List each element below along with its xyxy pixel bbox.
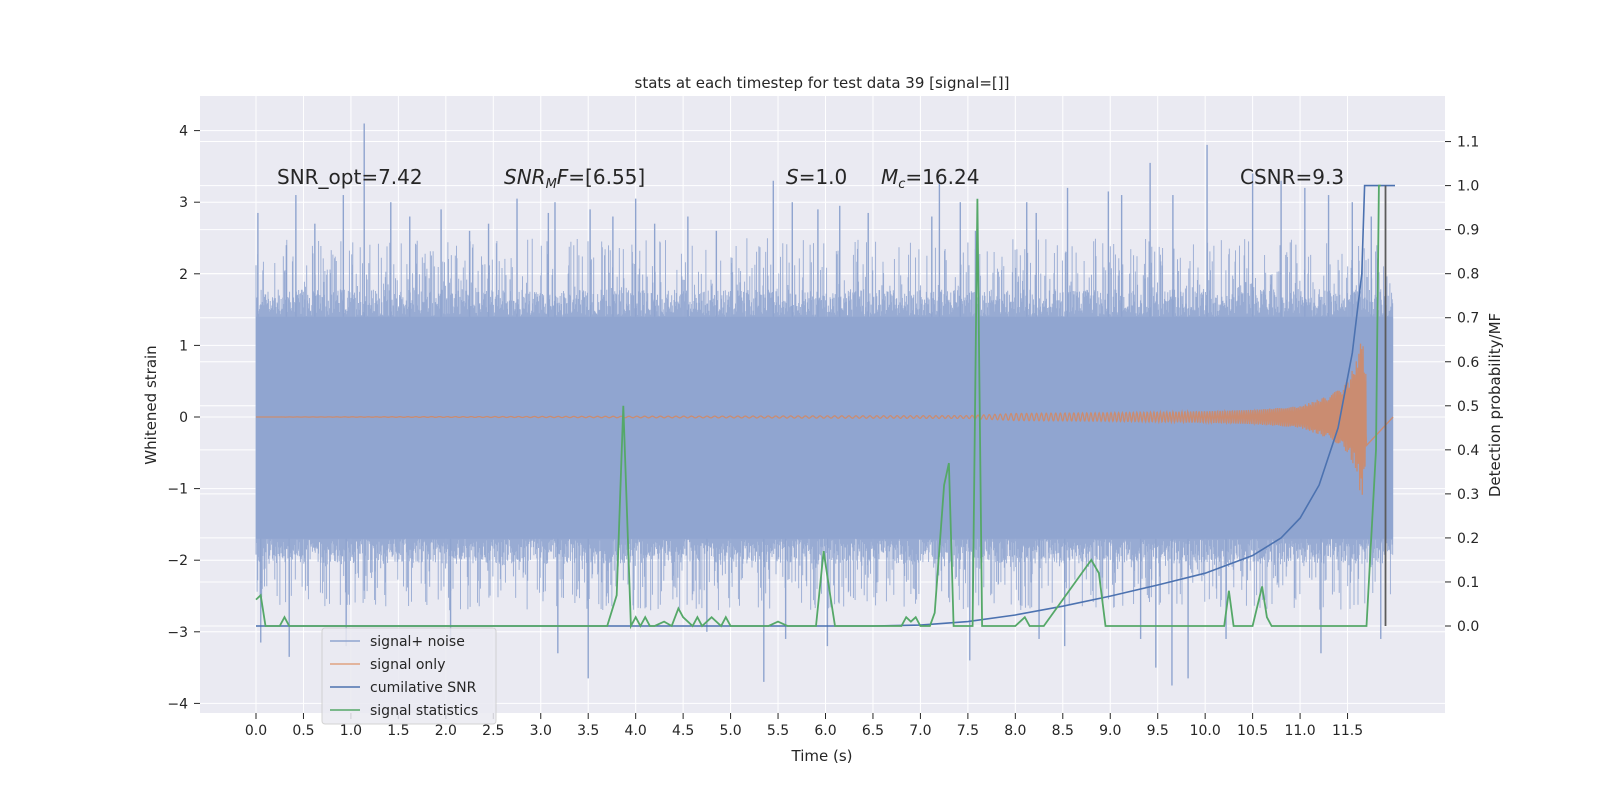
- y-tick-label: −4: [167, 696, 188, 712]
- x-tick-label: 5.5: [767, 723, 789, 739]
- stats-trace: [255, 184, 1381, 630]
- x-tick-label: 9.0: [1099, 723, 1121, 739]
- y-tick-label: 2: [179, 267, 188, 283]
- annot-s-part: S: [786, 165, 799, 189]
- y-tick-label: 0: [179, 410, 188, 426]
- legend-box: [321, 627, 497, 725]
- signal-trace: [256, 343, 1394, 495]
- x-tick-label: 6.0: [814, 723, 836, 739]
- x-tick-label: 1.0: [340, 723, 362, 739]
- x-tick-label: 7.0: [909, 723, 931, 739]
- y-right-tick-label: 0.5: [1457, 399, 1479, 415]
- x-tick-label: 4.5: [672, 723, 694, 739]
- annot-snr-mf-part: =[6.55]: [568, 165, 645, 189]
- x-axis-ticks: 0.0 0.5 1.0 1.5 2.0 2.5 3.0 3.5 4.0 4.5 5.0 5.5 6.0 6…: [245, 713, 1363, 739]
- y-right-axis-ticks: 1.1 1.0 0.9 0.8 0.7 0.6 0.5 0.4 0.3 0.2 0.1 0.0: [1445, 135, 1479, 635]
- y-right-tick-label: 0.6: [1457, 355, 1479, 371]
- x-tick-label: 10.0: [1190, 723, 1221, 739]
- y-axis-ticks: 4 3 2 1 0 −1 −2 −3 −4: [167, 124, 200, 712]
- x-tick-label: 5.0: [719, 723, 741, 739]
- annot-mc-sub: c: [898, 177, 905, 192]
- y-tick-label: −2: [167, 553, 188, 569]
- y-right-tick-label: 0.9: [1457, 223, 1479, 239]
- x-tick-label: 11.5: [1332, 723, 1363, 739]
- y-right-tick-label: 0.8: [1457, 267, 1479, 283]
- annot-s-part: =1.0: [799, 165, 848, 189]
- y-tick-label: 3: [179, 195, 188, 211]
- y-right-tick-label: 0.2: [1457, 531, 1479, 547]
- y-right-tick-label: 0.4: [1457, 443, 1479, 459]
- y-tick-label: 4: [179, 124, 188, 140]
- cumulative-series: [256, 184, 1395, 627]
- legend-label-cumulative: cumilative SNR: [370, 680, 477, 696]
- noise-trace: [255, 238, 1394, 611]
- y-right-tick-label: 0.3: [1457, 487, 1479, 503]
- x-tick-label: 8.0: [1004, 723, 1026, 739]
- y-right-axis-title: Detection probability/MF: [1486, 313, 1504, 497]
- legend-label-signal: signal only: [370, 657, 445, 673]
- x-tick-label: 8.5: [1052, 723, 1074, 739]
- legend-label-noise: signal+ noise: [370, 634, 465, 650]
- annot-snr-mf-sub: M: [546, 177, 557, 192]
- x-tick-label: 0.5: [292, 723, 314, 739]
- cumulative-trace: [256, 184, 1395, 627]
- y-right-tick-label: 1.1: [1457, 135, 1479, 151]
- annotation-mc: Mc=16.24: [881, 165, 979, 192]
- x-tick-label: 4.0: [625, 723, 647, 739]
- y-tick-label: 1: [179, 338, 188, 354]
- x-tick-label: 9.5: [1147, 723, 1169, 739]
- y-right-tick-label: 0.7: [1457, 311, 1479, 327]
- annotation-s: S=1.0: [786, 165, 847, 189]
- y-right-tick-label: 0.1: [1457, 575, 1479, 591]
- y-right-tick-label: 1.0: [1457, 179, 1479, 195]
- x-tick-label: 2.5: [482, 723, 504, 739]
- annot-snr-mf-part: F: [557, 165, 569, 189]
- noise-series: [255, 123, 1394, 686]
- y-right-tick-label: 0.0: [1457, 619, 1479, 635]
- x-tick-label: 0.0: [245, 723, 267, 739]
- annot-mc-part: =16.24: [905, 165, 979, 189]
- annot-snr-mf-part: SNR: [504, 165, 546, 189]
- annotation-snr-mf: SNRMF=[6.55]: [504, 165, 645, 192]
- x-tick-label: 6.5: [862, 723, 884, 739]
- x-tick-label: 3.5: [577, 723, 599, 739]
- x-tick-label: 10.5: [1237, 723, 1268, 739]
- x-tick-label: 3.0: [530, 723, 552, 739]
- x-axis-title: Time (s): [791, 747, 853, 765]
- legend-label-stats: signal statistics: [370, 703, 478, 719]
- stats-series: [255, 184, 1381, 630]
- signal-series: [256, 343, 1394, 495]
- x-tick-label: 1.5: [387, 723, 409, 739]
- legend: signal+ noise signal only cumilative SNR…: [321, 627, 497, 725]
- y-tick-label: −3: [167, 625, 188, 641]
- x-tick-label: 11.0: [1284, 723, 1315, 739]
- annotation-csnr: CSNR=9.3: [1240, 165, 1344, 189]
- y-axis-title: Whitened strain: [142, 345, 160, 464]
- annotation-snr-opt: SNR_opt=7.42: [277, 165, 423, 189]
- x-tick-label: 2.0: [435, 723, 457, 739]
- annot-mc-part: M: [881, 165, 898, 189]
- y-tick-label: −1: [167, 482, 188, 498]
- chart-title: stats at each timestep for test data 39 …: [635, 74, 1010, 92]
- x-tick-label: 7.5: [957, 723, 979, 739]
